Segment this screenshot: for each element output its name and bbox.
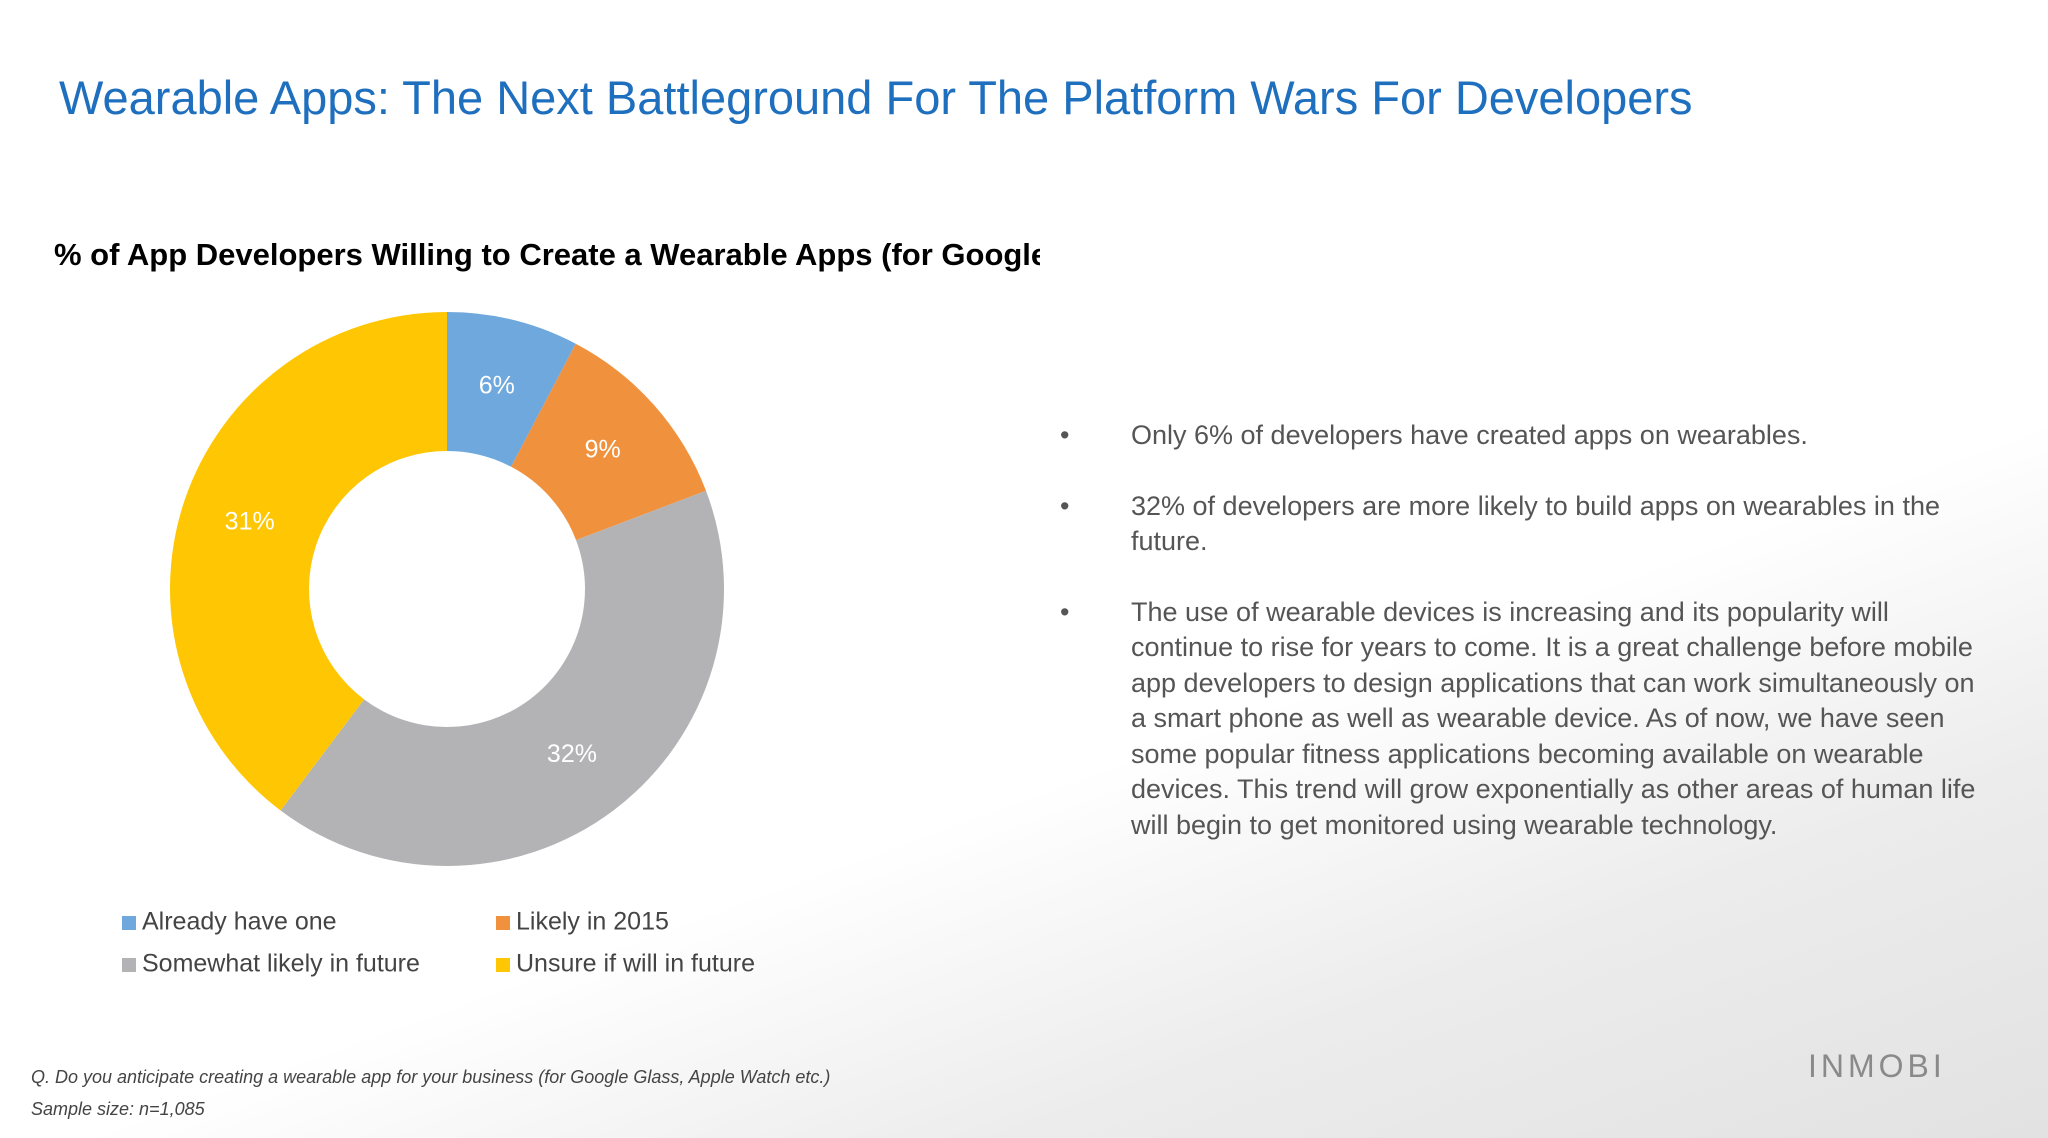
legend-swatch	[496, 958, 510, 972]
bullet-item: • The use of wearable devices is increasi…	[1060, 595, 1980, 844]
bullet-item: • 32% of developers are more likely to bu…	[1060, 489, 1980, 560]
bullet-text: Only 6% of developers have created apps …	[1131, 420, 1808, 450]
bullet-text: The use of wearable devices is increasin…	[1131, 596, 1976, 840]
legend-label: Somewhat likely in future	[142, 950, 420, 978]
legend-label: Unsure if will in future	[516, 950, 755, 978]
bullet-symbol: •	[1060, 490, 1070, 521]
slide-title: Wearable Apps: The Next Battleground For…	[59, 71, 1693, 124]
chart: % of App Developers Willing to Create a …	[54, 237, 1040, 978]
footnote: Sample size: n=1,085	[31, 1099, 205, 1119]
chart-title: % of App Developers Willing to Create a …	[54, 237, 1040, 272]
bullet-symbol: •	[1060, 596, 1070, 627]
data-label: 9%	[585, 436, 621, 464]
data-label: 31%	[225, 508, 275, 536]
bullet-list: • Only 6% of developers have created apps…	[1060, 418, 1980, 878]
logo: INMOBI	[1808, 1048, 1946, 1084]
donut-slice	[170, 312, 447, 811]
donut-slice	[280, 490, 725, 867]
donut-slice	[447, 312, 576, 467]
footnote: Q. Do you anticipate creating a wearable…	[31, 1067, 831, 1087]
data-label: 32%	[547, 740, 597, 768]
bullet-item: • Only 6% of developers have created apps…	[1060, 418, 1980, 454]
donut-slice	[511, 343, 706, 541]
legend-label: Likely in 2015	[516, 908, 669, 936]
legend-swatch	[122, 916, 136, 930]
bullet-symbol: •	[1060, 420, 1070, 450]
bullet-text: 32% of developers are more likely to bui…	[1131, 490, 1940, 557]
legend-label: Already have one	[142, 908, 337, 936]
legend-swatch	[122, 958, 136, 972]
legend-swatch	[496, 916, 510, 930]
data-label: 6%	[479, 372, 515, 400]
